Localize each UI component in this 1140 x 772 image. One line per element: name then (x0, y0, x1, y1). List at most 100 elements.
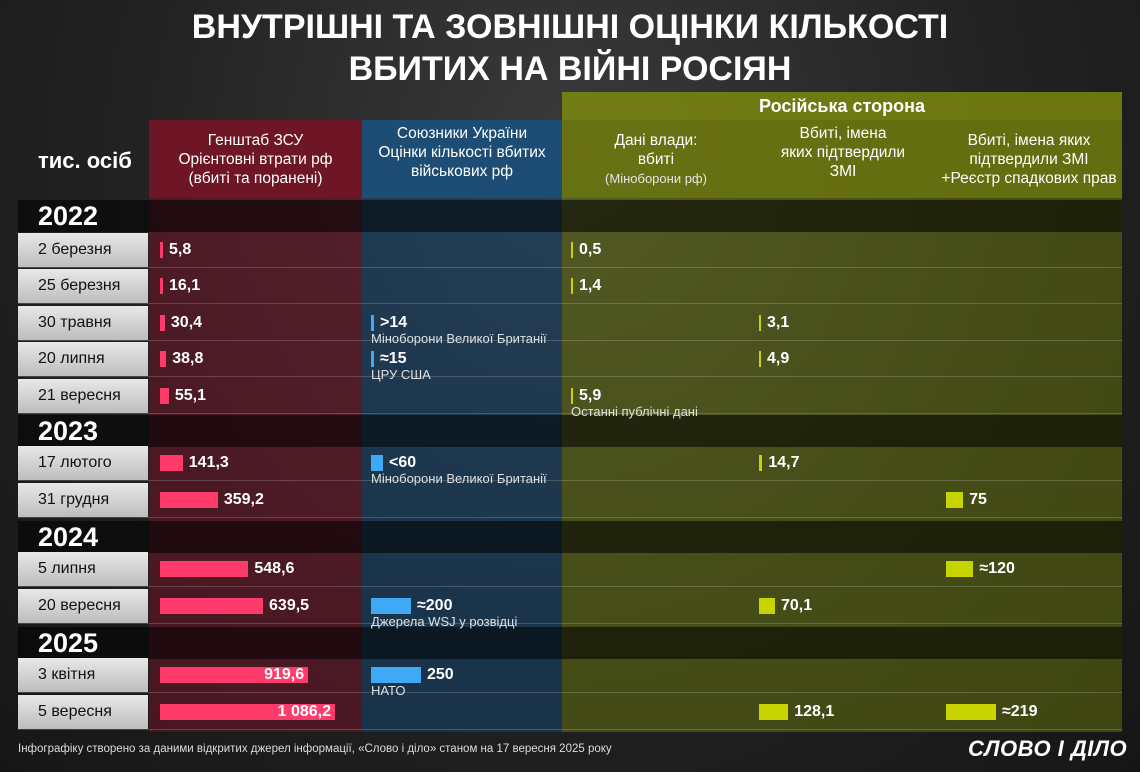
media-bar (759, 455, 763, 471)
zsu-bar (160, 667, 309, 683)
allies-note: Міноборони Великої Британії (371, 471, 547, 486)
year-band (18, 521, 1122, 553)
brand-logo: СЛОВО І ДІЛО (968, 736, 1128, 761)
row-separator (18, 376, 1122, 377)
zsu-bar (160, 704, 335, 720)
official-value: 1,4 (579, 277, 602, 294)
allies-value: ≈15 (380, 350, 407, 367)
zsu-value: 548,6 (254, 560, 295, 577)
zsu-bar (160, 492, 218, 508)
row-separator (18, 267, 1122, 268)
row-separator (18, 586, 1122, 587)
zsu-header-line: Орієнтовні втрати рф (178, 150, 333, 168)
row-separator (18, 692, 1122, 693)
title-line-2: ВБИТИХ НА ВІЙНІ РОСІЯН (348, 50, 792, 88)
registry-header-line: +Реєстр спадкових прав (941, 169, 1117, 187)
official-value: 0,5 (579, 241, 602, 258)
media-value: 4,9 (767, 350, 790, 367)
zsu-value: 16,1 (169, 277, 201, 294)
allies-note: ЦРУ США (371, 367, 431, 382)
year-label: 2025 (38, 628, 99, 658)
row-separator (18, 303, 1122, 304)
registry-header: Вбиті, імена яких підтвердили ЗМІ +Реєст… (936, 122, 1122, 196)
year-label: 2023 (38, 416, 99, 446)
page-title: ВНУТРІШНІ ТА ЗОВНІШНІ ОЦІНКИ КІЛЬКОСТІ В… (0, 6, 1140, 90)
row-date-label: 20 липня (18, 342, 148, 376)
zsu-header-line: Генштаб ЗСУ (207, 131, 304, 149)
official-bar (571, 278, 573, 294)
row-separator (18, 517, 1122, 518)
row-date-label: 31 грудня (18, 483, 148, 517)
official-header-sub: (Міноборони рф) (605, 170, 707, 186)
media-bar (759, 598, 775, 614)
russian-side-label: Російська сторона (759, 96, 925, 116)
official-bar (571, 388, 573, 404)
row-separator (18, 340, 1122, 341)
allies-header-line: Союзники України (396, 124, 528, 142)
row-date-label: 20 вересня (18, 589, 148, 623)
year-band (18, 415, 1122, 447)
year-band (18, 200, 1122, 232)
allies-bar (371, 667, 421, 683)
zsu-bar (160, 455, 183, 471)
registry-header-line: Вбиті, імена яких (967, 131, 1091, 149)
row-separator (18, 480, 1122, 481)
zsu-value: 359,2 (223, 491, 264, 508)
footer-note: Інфографіку створено за даними відкритих… (18, 743, 612, 755)
zsu-bar (160, 315, 165, 331)
row-date-label: 17 лютого (18, 446, 148, 480)
zsu-value: 38,8 (172, 350, 204, 367)
media-value: 70,1 (781, 597, 813, 614)
allies-value: >14 (380, 314, 408, 331)
official-note: Останні публічні дані (571, 404, 698, 419)
registry-value: 75 (969, 491, 987, 508)
official-bar (571, 242, 573, 258)
russian-side-header-bg (562, 92, 1122, 120)
media-header-line: ЗМІ (829, 162, 857, 180)
row-date-label: 2 березня (18, 233, 148, 267)
allies-header-line: Оцінки кількості вбитих (378, 143, 546, 161)
zsu-bar (160, 351, 167, 367)
zsu-bar (160, 242, 163, 258)
media-value: 128,1 (794, 703, 835, 720)
registry-bar (946, 561, 974, 577)
row-separator (18, 623, 1122, 624)
year-label: 2024 (38, 522, 99, 552)
registry-value: ≈219 (1002, 703, 1038, 720)
zsu-value: 919,6 (264, 666, 305, 683)
allies-header-line: військових рф (410, 162, 514, 180)
row-date-label: 5 липня (18, 552, 148, 586)
media-bar (759, 351, 761, 367)
official-value: 5,9 (579, 387, 602, 404)
allies-note: Міноборони Великої Британії (371, 331, 547, 346)
official-header-line: вбиті (637, 150, 675, 168)
registry-header-bg (936, 120, 1122, 198)
registry-value: ≈120 (979, 560, 1015, 577)
zsu-value: 639,5 (269, 597, 310, 614)
registry-bar (946, 492, 964, 508)
zsu-value: 30,4 (170, 314, 203, 331)
zsu-bar (160, 278, 163, 294)
allies-value: ≈200 (417, 597, 453, 614)
year-label: 2022 (38, 201, 99, 231)
allies-note: НАТО (371, 683, 406, 698)
media-header-line: яких підтвердили (780, 143, 906, 161)
row-date-label: 5 вересня (18, 695, 148, 729)
registry-bar (946, 704, 996, 720)
zsu-bar (160, 598, 264, 614)
media-bar (759, 315, 761, 331)
row-date-label: 30 травня (18, 306, 148, 340)
media-value: 3,1 (767, 314, 790, 331)
allies-note: Джерела WSJ у розвідці (371, 614, 518, 629)
official-header: Дані влади: вбиті (Міноборони рф) (562, 122, 750, 196)
zsu-value: 141,3 (188, 454, 229, 471)
title-line-1: ВНУТРІШНІ ТА ЗОВНІШНІ ОЦІНКИ КІЛЬКОСТІ (191, 8, 949, 46)
registry-header-line: підтвердили ЗМІ (969, 150, 1089, 168)
row-date-label: 25 березня (18, 269, 148, 303)
allies-header: Союзники України Оцінки кількості вбитих… (362, 122, 562, 182)
official-header-bg (562, 120, 750, 198)
media-header-bg (750, 120, 936, 198)
media-header-line: Вбиті, імена (799, 124, 887, 142)
allies-bar (371, 351, 374, 367)
zsu-bar (160, 388, 169, 404)
